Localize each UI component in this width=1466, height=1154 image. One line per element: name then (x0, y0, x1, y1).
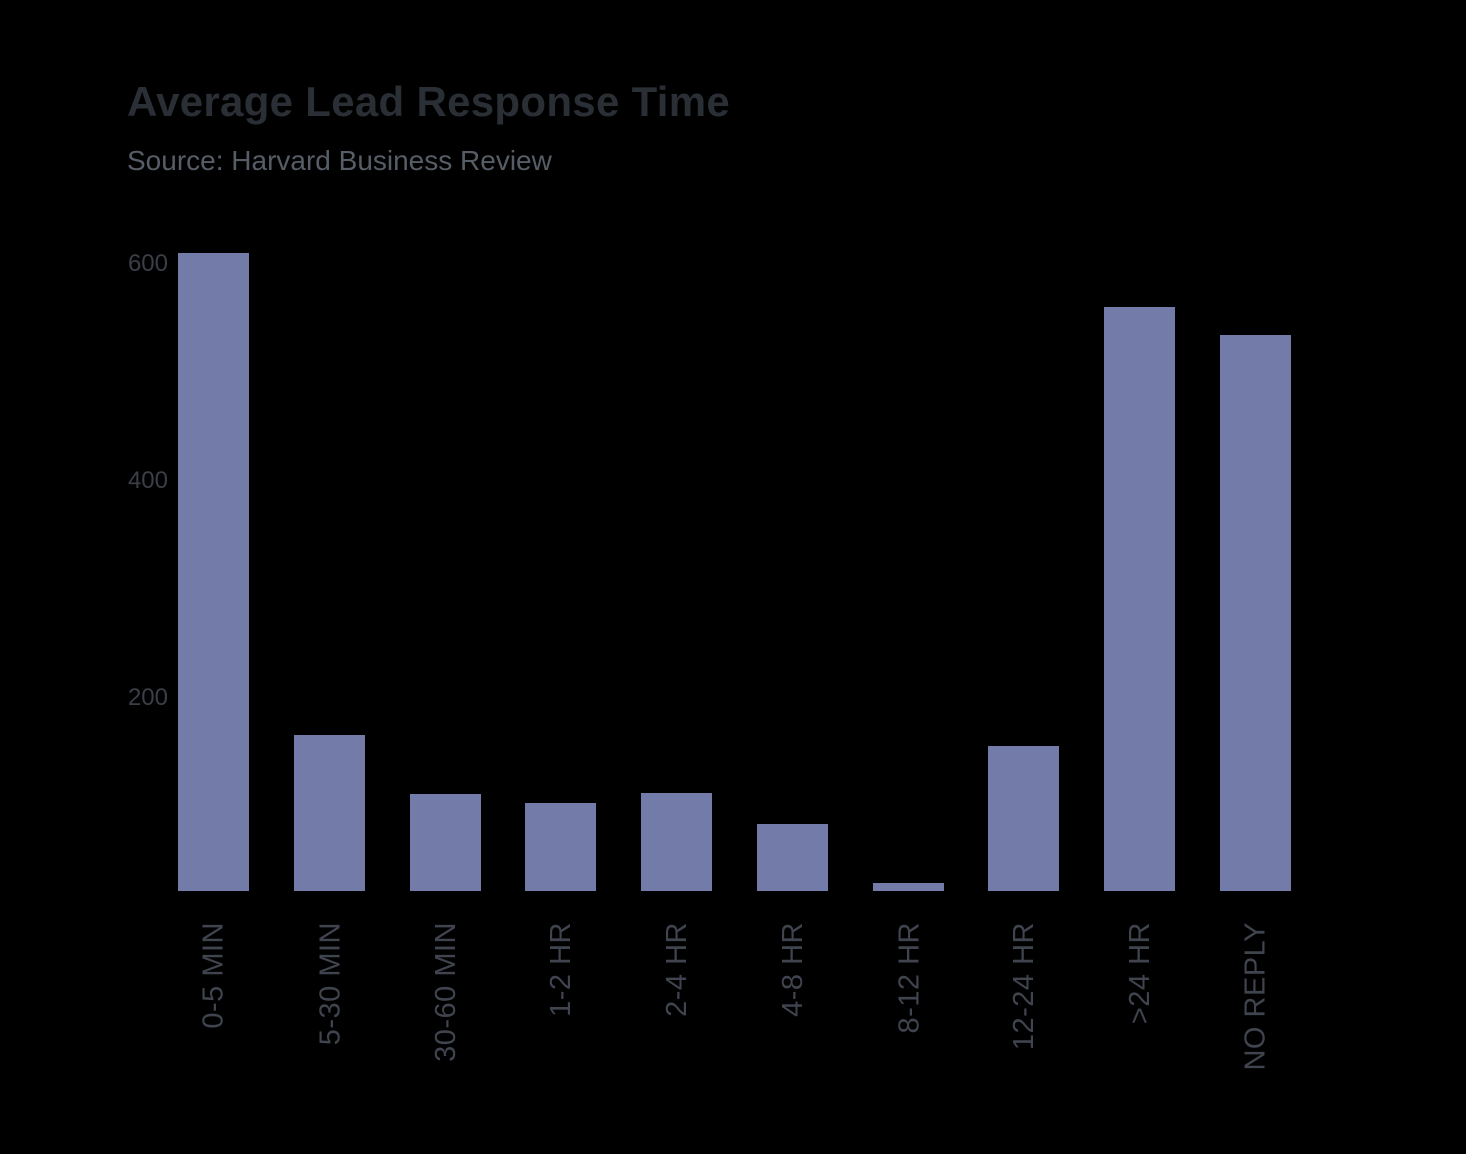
x-axis-category-label: 30-60 MIN (430, 922, 462, 1062)
chart-subtitle: Source: Harvard Business Review (127, 145, 552, 176)
bar (641, 793, 712, 891)
bar (178, 253, 249, 891)
bar (1104, 307, 1175, 891)
bar (410, 794, 481, 891)
bar (1220, 335, 1291, 891)
x-axis-category-label: 12-24 HR (1008, 922, 1040, 1051)
bar (294, 735, 365, 891)
y-axis-tick-label: 200 (127, 684, 168, 711)
x-axis-category-label: NO REPLY (1240, 922, 1272, 1071)
x-axis-category-label: 2-4 HR (661, 922, 693, 1017)
x-axis-category-label: 1-2 HR (545, 922, 577, 1017)
bar (873, 883, 944, 891)
chart-title: Average Lead Response Time (127, 78, 731, 125)
x-axis-category-label: 8-12 HR (893, 922, 925, 1034)
x-axis-category-label: 0-5 MIN (198, 922, 230, 1029)
y-axis-tick-label: 600 (127, 250, 168, 277)
bar (525, 803, 596, 891)
bar (757, 824, 828, 891)
bar (988, 746, 1059, 891)
x-axis-category-label: >24 HR (1124, 922, 1156, 1025)
y-axis-tick-label: 400 (127, 467, 168, 494)
x-axis-category-label: 4-8 HR (777, 922, 809, 1017)
x-axis-category-label: 5-30 MIN (314, 922, 346, 1046)
